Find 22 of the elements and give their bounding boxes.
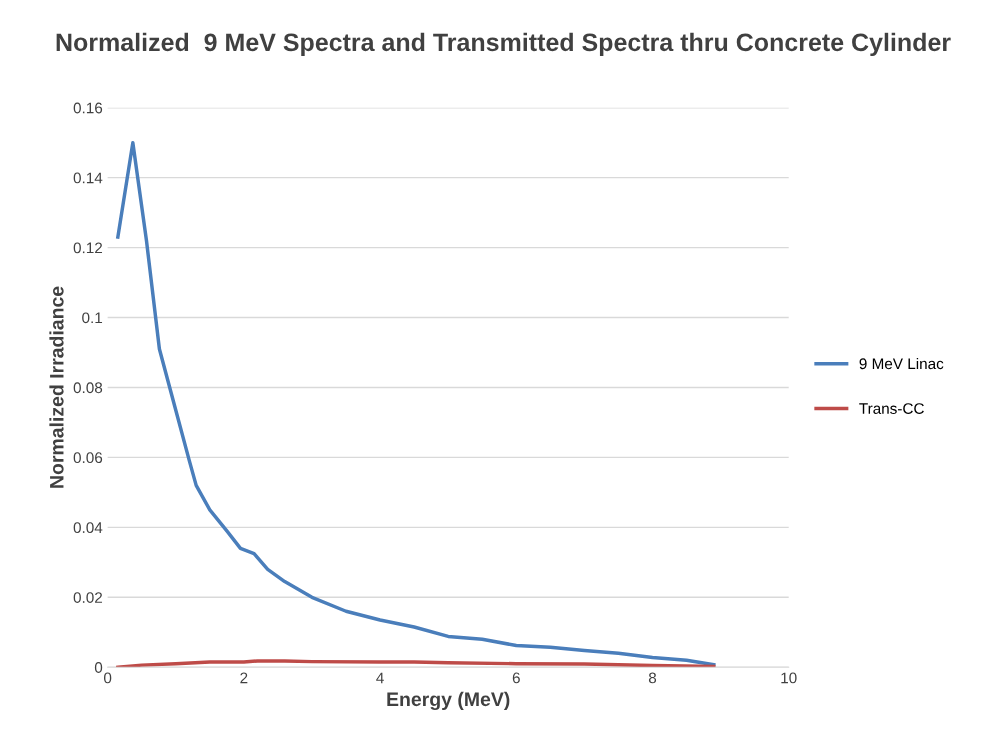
y-tick-label: 0.12 — [73, 242, 103, 254]
x-tick-label: 0 — [103, 672, 112, 684]
legend-label: Trans-CC — [859, 403, 924, 414]
y-tick-label: 0.14 — [73, 172, 103, 184]
y-tick-label: 0.16 — [73, 102, 103, 114]
x-tick-label: 4 — [376, 672, 384, 684]
y-tick-label: 0.1 — [82, 312, 103, 324]
y-tick-label: 0.06 — [73, 452, 103, 464]
legend-label: 9 MeV Linac — [859, 357, 944, 370]
x-tick-label: 6 — [512, 672, 520, 684]
y-tick-label: 0.02 — [73, 592, 103, 603]
line-series — [116, 140, 716, 667]
y-tick-label: 0 — [94, 662, 103, 673]
y-tick-label: 0.08 — [73, 382, 103, 394]
line-series — [116, 659, 716, 668]
y-tick-label: 0.04 — [73, 522, 103, 534]
x-tick-label: 2 — [240, 672, 248, 684]
x-tick-label: 10 — [781, 672, 797, 684]
y-axis-title: Normalized Irradiance — [49, 286, 64, 488]
chart-title: Normalized 9 MeV Spectra and Transmitted Spectra thru Concrete Cylinder — [56, 32, 951, 57]
x-tick-label: 8 — [648, 672, 657, 684]
x-axis-title: Energy (MeV) — [387, 691, 510, 711]
